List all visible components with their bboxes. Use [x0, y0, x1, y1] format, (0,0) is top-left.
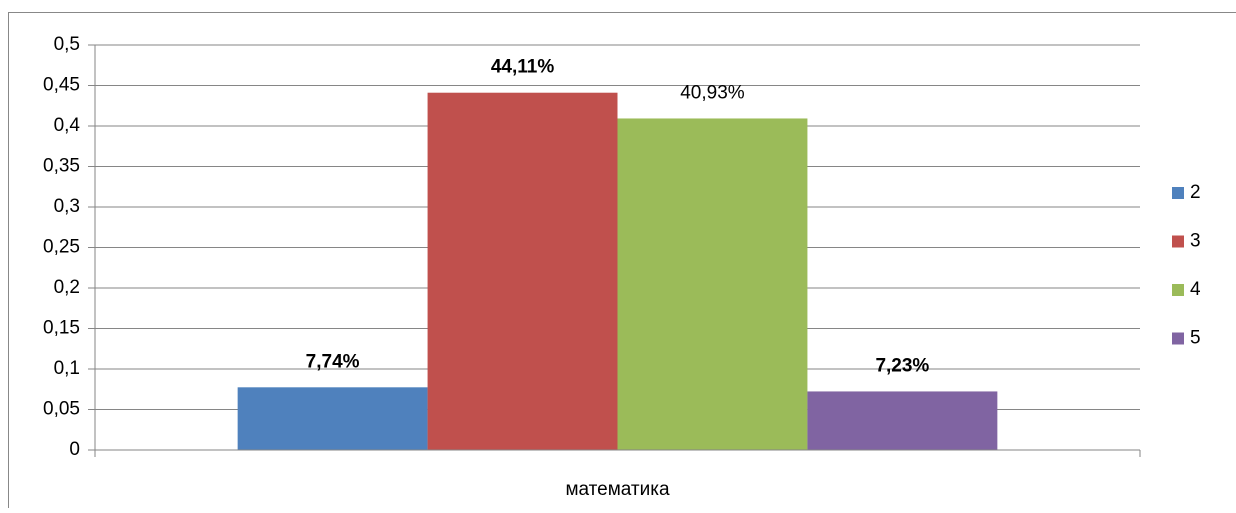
y-tick-label: 0,25 — [43, 237, 80, 258]
y-tick-label: 0,15 — [43, 318, 80, 339]
y-tick-label: 0,2 — [54, 277, 80, 298]
legend-swatch — [1172, 333, 1184, 345]
bar — [807, 391, 997, 450]
data-label: 44,11% — [491, 57, 554, 78]
data-label: 7,23% — [875, 355, 929, 376]
y-tick-label: 0 — [69, 439, 80, 460]
x-tick-label: математика — [565, 479, 670, 500]
legend-label: 3 — [1190, 231, 1201, 252]
y-tick-label: 0,5 — [54, 34, 80, 55]
y-tick-label: 0,3 — [54, 196, 80, 217]
legend-label: 5 — [1190, 328, 1201, 349]
legend-label: 4 — [1190, 279, 1201, 300]
data-label: 40,93% — [680, 82, 745, 103]
y-tick-label: 0,1 — [54, 358, 80, 379]
bar — [428, 93, 618, 450]
y-tick-label: 0,4 — [54, 115, 81, 136]
legend-label: 2 — [1190, 182, 1201, 203]
data-label: 7,74% — [306, 351, 360, 372]
y-tick-label: 0,45 — [43, 75, 80, 96]
legend-swatch — [1172, 187, 1184, 199]
bar — [238, 387, 428, 450]
y-tick-label: 0,05 — [43, 399, 80, 420]
y-tick-label: 0,35 — [43, 156, 80, 177]
legend-swatch — [1172, 236, 1184, 248]
legend-swatch — [1172, 284, 1184, 296]
bar — [618, 118, 808, 450]
